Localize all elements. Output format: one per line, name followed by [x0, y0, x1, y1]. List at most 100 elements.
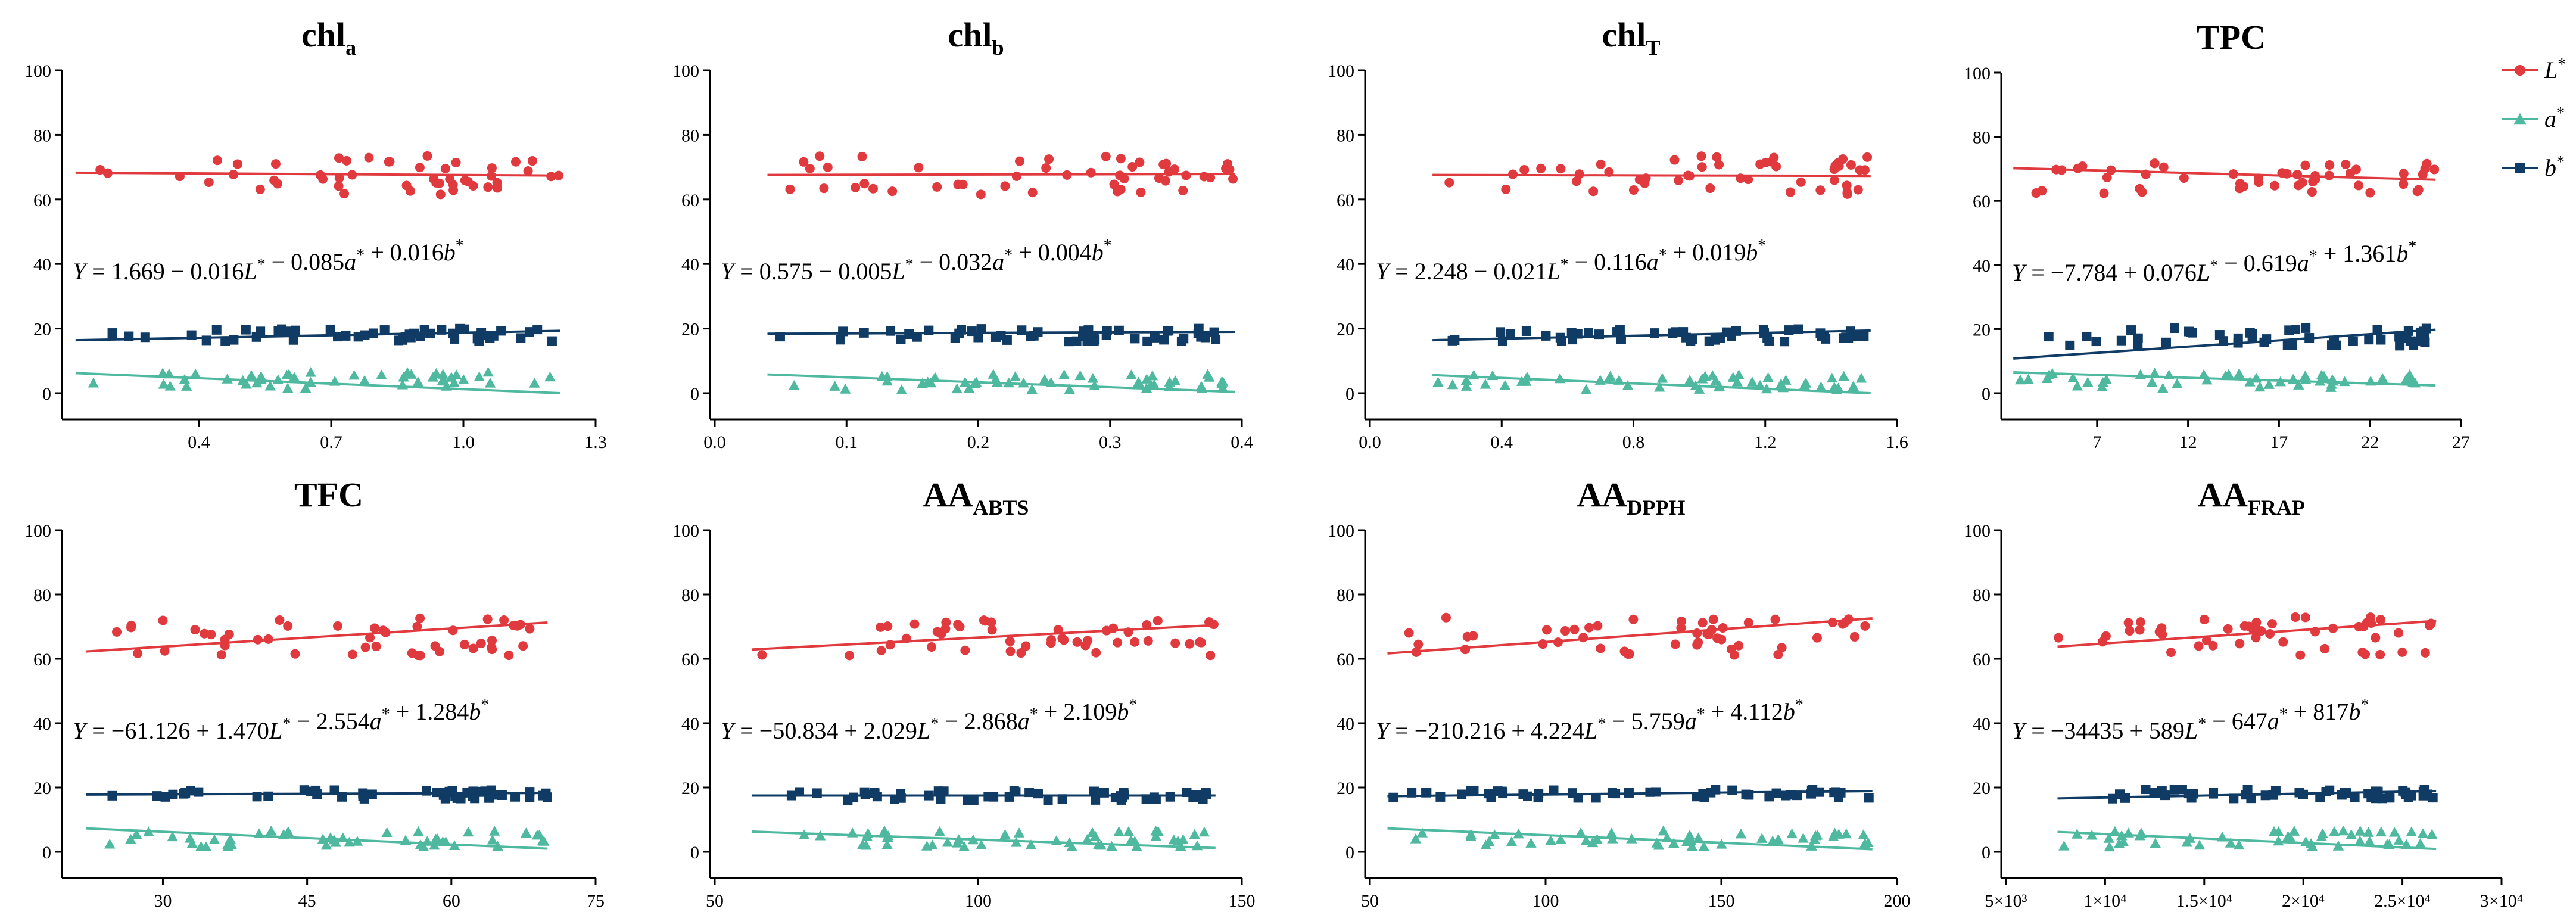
data-point-L	[1181, 170, 1191, 180]
equation-variable: Y	[73, 717, 88, 744]
data-point-a	[1855, 372, 1867, 383]
data-point-b	[456, 793, 466, 804]
data-point-b	[1064, 337, 1074, 347]
x-tick-label: 5×10³	[1985, 891, 2027, 911]
data-point-b	[1612, 327, 1622, 337]
equation-term: − 2.554	[291, 708, 370, 735]
data-point-a	[1150, 831, 1162, 841]
x-tick-label: 100	[1532, 891, 1559, 911]
x-tick-label: 30	[154, 891, 172, 911]
data-point-L	[2290, 612, 2300, 622]
data-point-b	[1211, 334, 1221, 344]
x-tick-label: 2.5×10⁴	[2374, 891, 2431, 911]
data-point-L	[1703, 629, 1714, 639]
equation-superscript: *	[1659, 246, 1667, 264]
title-subscript: a	[345, 36, 356, 60]
data-point-a	[1113, 826, 1125, 836]
data-point-b	[152, 791, 162, 801]
data-point-a	[88, 377, 99, 388]
data-point-b	[107, 790, 117, 801]
data-point-L	[1712, 633, 1722, 643]
data-point-a	[2354, 826, 2366, 836]
data-point-L	[2420, 648, 2430, 658]
data-point-L	[224, 629, 234, 639]
data-point-a	[544, 371, 556, 382]
data-point-a	[814, 830, 826, 841]
data-point-a	[186, 838, 198, 848]
data-point-L	[1859, 165, 1870, 175]
equation-term: + 817	[2288, 698, 2349, 725]
data-point-L	[1101, 151, 1111, 161]
equation-variable: L	[1584, 717, 1597, 744]
data-point-L	[2137, 187, 2147, 197]
data-point-L	[371, 642, 381, 652]
y-tick-label: 60	[1973, 192, 1991, 211]
y-tick-label: 40	[33, 255, 51, 275]
data-point-L	[272, 179, 282, 189]
x-tick-label: 0.2	[967, 432, 990, 452]
data-point-L	[487, 636, 497, 646]
data-point-a	[401, 367, 413, 377]
data-point-b	[1591, 793, 1601, 803]
data-point-b	[1764, 792, 1774, 802]
data-point-L	[876, 622, 886, 632]
equation-term: + 1.284	[390, 698, 469, 725]
data-point-L	[2297, 178, 2307, 188]
fit-line-L	[75, 171, 560, 177]
data-point-a	[1699, 371, 1711, 381]
equation-term: + 0.016	[365, 239, 444, 266]
data-point-L	[1692, 640, 1702, 650]
data-point-a	[789, 380, 800, 390]
data-point-b	[516, 333, 526, 343]
fit-line-a	[2013, 371, 2436, 387]
x-tick-label: 50	[1361, 891, 1379, 911]
data-point-L	[504, 651, 514, 661]
data-point-a	[2326, 379, 2337, 389]
data-point-a	[266, 825, 277, 836]
data-point-b	[836, 335, 846, 345]
data-point-a	[2234, 839, 2245, 850]
data-point-a	[1168, 834, 1179, 845]
fit-line-a	[751, 830, 1216, 849]
data-point-L	[407, 648, 417, 658]
equation-superscript: *	[1795, 696, 1803, 714]
equation-superscript: *	[1004, 246, 1013, 264]
data-point-a	[344, 836, 355, 847]
x-tick-label: 1.2	[1754, 432, 1777, 452]
x-tick-label: 1.5×10⁴	[2176, 891, 2232, 911]
fit-line-a	[1432, 374, 1871, 394]
data-point-b	[2169, 785, 2179, 795]
equation-superscript: *	[1758, 236, 1766, 255]
data-point-L	[2429, 164, 2440, 175]
equation-term: = 1.669 − 0.016	[86, 258, 244, 285]
fit-line-a	[75, 372, 560, 394]
equation-superscript: *	[2408, 238, 2416, 256]
data-point-L	[851, 182, 861, 192]
data-point-a	[2377, 373, 2388, 383]
data-point-a	[2072, 380, 2083, 391]
regression-equation: Y = −7.784 + 0.076L* − 0.619a* + 1.361b*	[2012, 238, 2416, 286]
data-point-b	[2133, 333, 2143, 343]
data-point-a	[2103, 833, 2114, 843]
title-main: TPC	[2197, 18, 2266, 57]
equation-superscript: *	[2360, 696, 2369, 714]
title-subscript: b	[992, 36, 1004, 60]
data-point-L	[1086, 167, 1096, 178]
chart-title: chlb	[948, 15, 1004, 60]
equation-variable: b	[1092, 239, 1104, 266]
y-tick-label: 0	[1345, 384, 1354, 404]
data-point-L	[1519, 165, 1530, 175]
data-point-a	[413, 826, 424, 836]
data-point-b	[2170, 323, 2180, 334]
data-point-L	[887, 186, 898, 197]
data-point-a	[359, 375, 370, 385]
data-point-L	[1178, 185, 1188, 195]
data-point-L	[2251, 633, 2261, 643]
title-main: AA	[1577, 475, 1627, 514]
data-point-L	[960, 645, 970, 655]
data-point-L	[1708, 614, 1718, 624]
data-point-L	[430, 641, 440, 651]
data-point-b	[107, 328, 117, 338]
data-point-a	[180, 381, 192, 391]
